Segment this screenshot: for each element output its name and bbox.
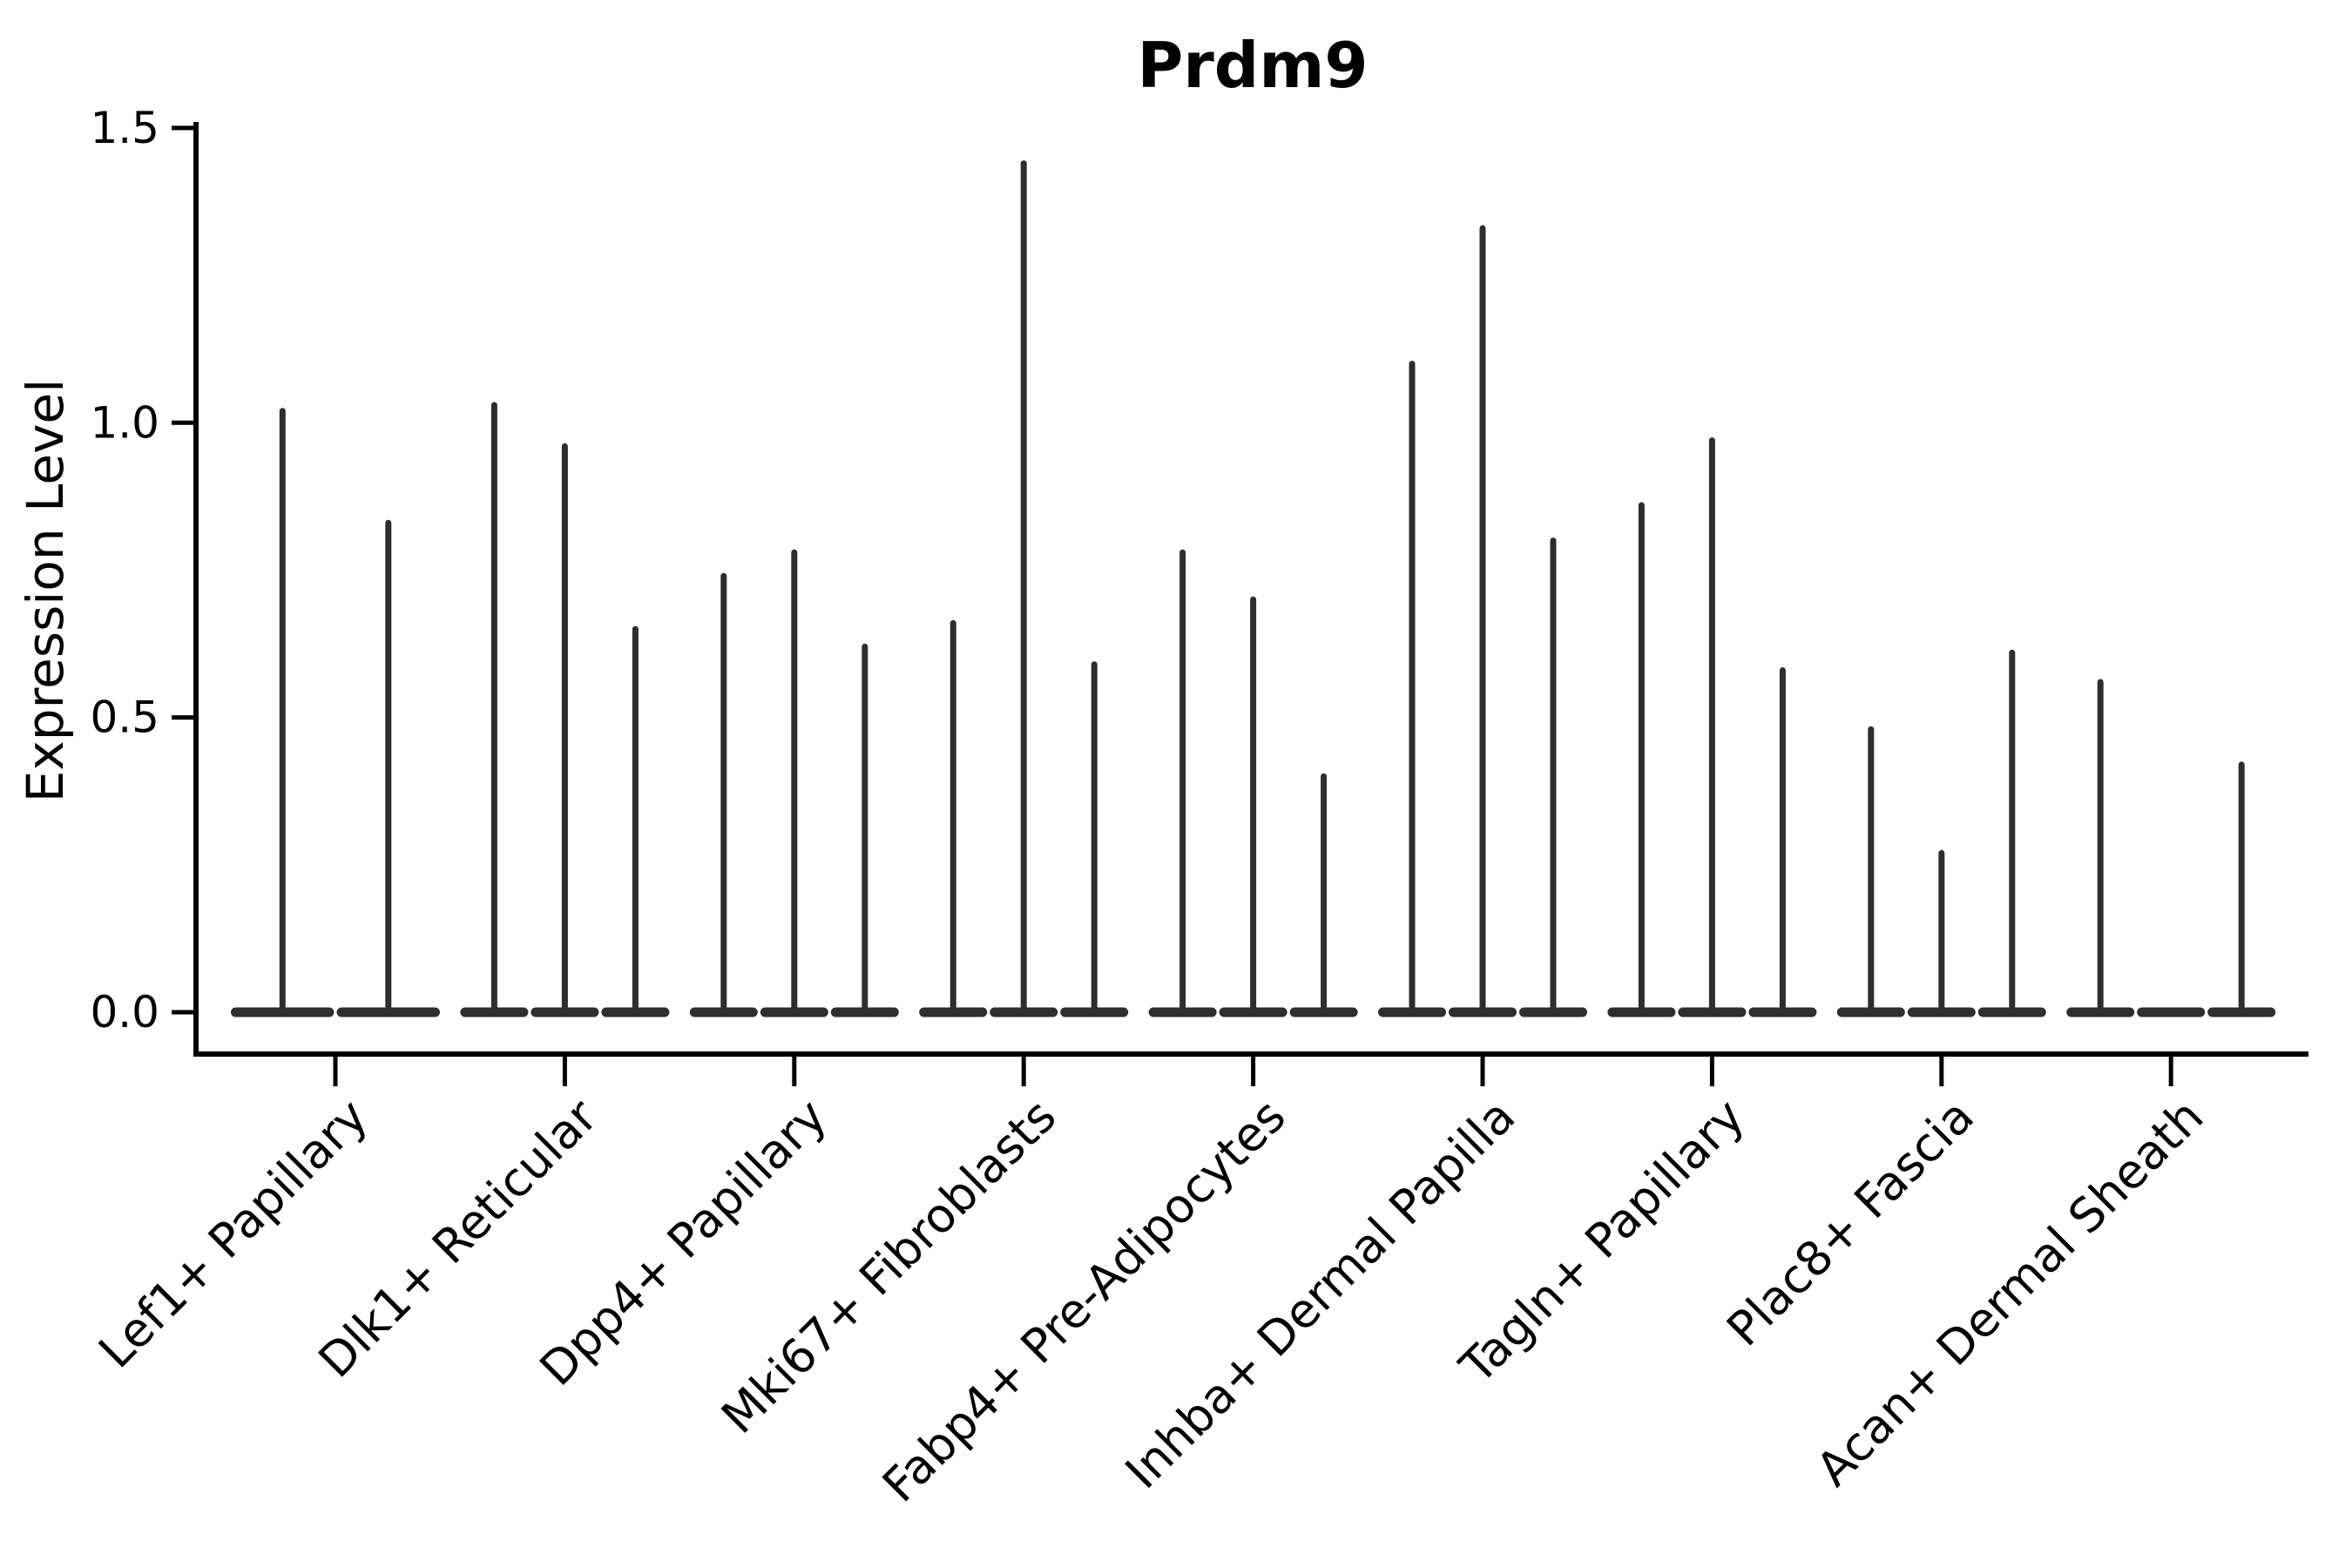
- axes-layer: [193, 122, 2308, 1057]
- x-tick-label: Acan+ Dermal Sheath: [1806, 1089, 2213, 1497]
- y-tick-label: 1.0: [90, 397, 159, 448]
- y-tick-label: 0.0: [90, 987, 159, 1037]
- violins-layer: [231, 160, 2276, 1017]
- x-tick-label: Inhba+ Dermal Papilla: [1115, 1089, 1525, 1499]
- y-tick-label: 1.5: [90, 103, 159, 153]
- plot-title: Prdm9: [1138, 29, 1369, 102]
- x-tick-label: Fabp4+ Pre-Adipocytes: [872, 1089, 1296, 1513]
- violin-body: [2137, 1007, 2206, 1017]
- y-axis-label: Expression Level: [16, 379, 75, 802]
- x-tick-label: Plac8+ Fascia: [1716, 1089, 1984, 1357]
- y-tick-label: 0.5: [90, 693, 159, 743]
